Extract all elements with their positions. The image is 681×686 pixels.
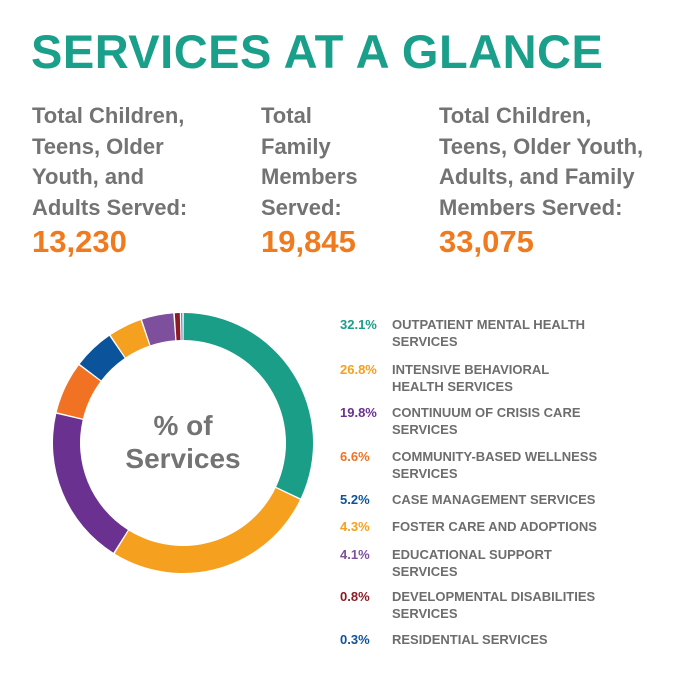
legend-percent: 32.1% [340,317,377,332]
stat-label: Total Children, Teens, Older Youth, Adul… [439,103,644,220]
stat-children-teens-adults: Total Children, Teens, Older Youth, and … [32,101,232,260]
legend-label: INTENSIVE BEHAVIORAL HEALTH SERVICES [392,361,662,395]
stat-value: 33,075 [439,224,534,259]
legend-label-line: SERVICES [392,606,458,621]
legend-percent: 19.8% [340,405,377,420]
legend-percent: 0.8% [340,589,370,604]
stat-total-served: Total Children, Teens, Older Youth, Adul… [439,101,669,260]
legend-label-line: INTENSIVE BEHAVIORAL [392,362,550,377]
donut-slice-1 [183,313,313,499]
legend-label-line: HEALTH SERVICES [392,379,513,394]
donut-slice-2 [114,487,300,573]
legend-label-line: SERVICES [392,422,458,437]
legend-label-line: SERVICES [392,466,458,481]
legend-label-line: SERVICES [392,564,458,579]
legend-item: 32.1% OUTPATIENT MENTAL HEALTH SERVICES [340,316,670,350]
legend-percent: 0.3% [340,632,370,647]
legend-percent: 5.2% [340,492,370,507]
legend-label: RESIDENTIAL SERVICES [392,631,662,648]
legend-label-line: OUTPATIENT MENTAL HEALTH [392,317,586,332]
legend-item: 0.8% DEVELOPMENTAL DISABILITIES SERVICES [340,588,670,622]
stat-value: 19,845 [261,224,356,259]
legend-label-line: CASE MANAGEMENT SERVICES [392,492,596,507]
donut-slice-4 [56,365,101,419]
legend-item: 26.8% INTENSIVE BEHAVIORAL HEALTH SERVICES [340,361,670,395]
donut-chart-svg [52,313,313,573]
legend-percent: 6.6% [340,449,370,464]
legend-label: OUTPATIENT MENTAL HEALTH SERVICES [392,316,662,350]
legend-percent: 4.1% [340,547,370,562]
legend-label: DEVELOPMENTAL DISABILITIES SERVICES [392,588,662,622]
donut-slice-7 [142,313,176,346]
stat-value: 13,230 [32,224,127,259]
legend-label-line: DEVELOPMENTAL DISABILITIES [392,589,596,604]
legend-item: 4.1% EDUCATIONAL SUPPORT SERVICES [340,546,670,580]
legend-percent: 26.8% [340,362,377,377]
stat-label: Total Children, Teens, Older Youth, and … [32,103,188,220]
legend-label-line: EDUCATIONAL SUPPORT [392,547,552,562]
legend-item: 5.2% CASE MANAGEMENT SERVICES [340,491,670,508]
stat-label: Total Family Members Served: [261,103,358,220]
legend-item: 0.3% RESIDENTIAL SERVICES [340,631,670,648]
legend-item: 4.3% FOSTER CARE AND ADOPTIONS [340,518,670,535]
legend-label: FOSTER CARE AND ADOPTIONS [392,518,662,535]
donut-slice-6 [110,320,150,358]
page-title: SERVICES AT A GLANCE [31,25,604,78]
legend-label: CASE MANAGEMENT SERVICES [392,491,662,508]
donut-chart: % of Services [52,312,314,574]
donut-slice-9 [181,313,183,341]
legend-percent: 4.3% [340,519,370,534]
chart-center-label: % of Services [125,410,241,474]
legend-label: CONTINUUM OF CRISIS CARE SERVICES [392,404,662,438]
legend-label-line: FOSTER CARE AND ADOPTIONS [392,519,597,534]
legend-label-line: RESIDENTIAL SERVICES [392,632,548,647]
legend-label: COMMUNITY-BASED WELLNESS SERVICES [392,448,662,482]
legend-label-line: SERVICES [392,334,458,349]
donut-slice-3 [52,413,128,553]
legend-label-line: CONTINUUM OF CRISIS CARE [392,405,581,420]
donut-slice-5 [79,335,125,381]
stat-family-members: Total Family Members Served: 19,845 [261,101,411,260]
donut-slice-8 [174,313,181,341]
legend-label: EDUCATIONAL SUPPORT SERVICES [392,546,662,580]
legend-item: 6.6% COMMUNITY-BASED WELLNESS SERVICES [340,448,670,482]
legend-item: 19.8% CONTINUUM OF CRISIS CARE SERVICES [340,404,670,438]
legend-label-line: COMMUNITY-BASED WELLNESS [392,449,598,464]
